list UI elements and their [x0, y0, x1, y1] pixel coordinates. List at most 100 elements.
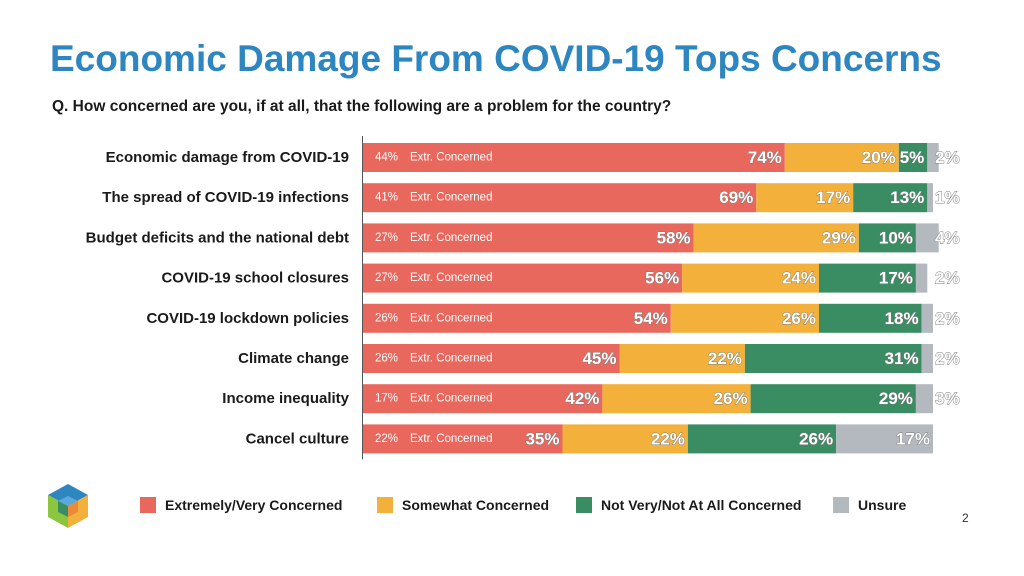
chart-title: Economic Damage From COVID-19 Tops Conce…	[50, 38, 942, 79]
bar-segment	[915, 263, 928, 293]
data-label: 2%	[935, 309, 960, 328]
extremely-concerned-value: 41%	[375, 192, 398, 204]
extremely-concerned-label: Extr. Concerned	[410, 232, 492, 244]
bar-segment	[363, 424, 563, 454]
category-label: COVID-19 school closures	[161, 270, 349, 287]
data-label: 17%	[816, 188, 850, 207]
category-label: Budget deficits and the national debt	[86, 229, 349, 246]
bar-segment	[363, 303, 671, 333]
extremely-concerned-value: 17%	[375, 393, 398, 405]
bar-segment	[682, 263, 819, 293]
legend-item-somewhat-concerned: Somewhat Concerned	[377, 497, 549, 513]
legend-swatch	[576, 497, 592, 513]
extremely-concerned-label: Extr. Concerned	[410, 353, 492, 365]
bar-segment	[784, 143, 899, 172]
bar-segment	[670, 303, 819, 333]
bar-segment	[619, 344, 745, 373]
data-label: 10%	[879, 228, 913, 247]
bar-segment	[927, 183, 933, 213]
page-number: 2	[962, 511, 969, 525]
extremely-concerned-label: Extr. Concerned	[410, 433, 492, 445]
category-label: Income inequality	[222, 390, 349, 407]
data-label: 42%	[565, 389, 599, 408]
data-label: 2%	[935, 349, 960, 368]
survey-question: Q. How concerned are you, if at all, tha…	[52, 98, 672, 115]
bar-segment	[363, 183, 757, 213]
data-label: 3%	[935, 389, 960, 408]
data-label: 56%	[645, 269, 679, 288]
bar-segment	[756, 183, 854, 213]
data-label: 18%	[885, 309, 919, 328]
bar-segment	[363, 384, 603, 414]
legend-item-extremely-concerned: Extremely/Very Concerned	[140, 497, 342, 513]
data-label: 31%	[885, 349, 919, 368]
legend-label: Unsure	[858, 497, 907, 513]
data-label: 2%	[935, 269, 960, 288]
extremely-concerned-value: 44%	[375, 152, 398, 164]
legend-swatch	[833, 497, 849, 513]
data-label: 29%	[879, 389, 913, 408]
data-label: 54%	[634, 309, 668, 328]
data-label: 26%	[714, 389, 748, 408]
data-label: 69%	[719, 188, 753, 207]
data-label: 13%	[890, 188, 924, 207]
bar-segment	[744, 344, 922, 373]
legend-item-not-concerned: Not Very/Not At All Concerned	[576, 497, 801, 513]
extremely-concerned-value: 27%	[375, 232, 398, 244]
cube-logo-icon	[46, 482, 90, 535]
data-label: 45%	[582, 349, 616, 368]
data-label: 24%	[782, 269, 816, 288]
legend-item-unsure: Unsure	[833, 497, 906, 513]
data-label: 29%	[822, 228, 856, 247]
bar-segment	[750, 384, 916, 414]
category-label: The spread of COVID-19 infections	[102, 189, 349, 206]
bar-segment	[687, 424, 837, 454]
bar-segment	[836, 424, 933, 454]
data-label: 4%	[935, 228, 960, 247]
bar-segment	[363, 344, 620, 373]
bar-segment	[363, 143, 785, 172]
extremely-concerned-label: Extr. Concerned	[410, 272, 492, 284]
bar-segment	[858, 223, 916, 253]
extremely-concerned-value: 26%	[375, 312, 398, 324]
data-label: 22%	[651, 429, 685, 448]
category-label: COVID-19 lockdown policies	[146, 310, 349, 327]
extremely-concerned-value: 27%	[375, 272, 398, 284]
extremely-concerned-label: Extr. Concerned	[410, 312, 492, 324]
legend-swatch	[140, 497, 156, 513]
category-label: Economic damage from COVID-19	[106, 149, 349, 166]
bar-segment	[921, 303, 933, 333]
data-label: 1%	[935, 188, 960, 207]
data-label: 5%	[900, 148, 925, 167]
category-label: Cancel culture	[246, 430, 349, 447]
extremely-concerned-value: 22%	[375, 433, 398, 445]
bar-segment	[602, 384, 751, 414]
category-label: Climate change	[238, 350, 349, 367]
data-label: 26%	[782, 309, 816, 328]
data-label: 17%	[896, 429, 930, 448]
legend-swatch	[377, 497, 393, 513]
data-label: 22%	[708, 349, 742, 368]
legend-label: Not Very/Not At All Concerned	[601, 497, 802, 513]
bar-segment	[927, 143, 939, 172]
data-label: 35%	[525, 429, 559, 448]
data-label: 20%	[862, 148, 896, 167]
data-label: 74%	[748, 148, 782, 167]
data-label: 26%	[799, 429, 833, 448]
legend-label: Somewhat Concerned	[402, 497, 550, 513]
bar-segment	[921, 344, 933, 373]
bar-segment	[915, 223, 939, 253]
data-label: 58%	[657, 228, 691, 247]
extremely-concerned-label: Extr. Concerned	[410, 393, 492, 405]
bar-segment	[363, 263, 683, 293]
data-label: 2%	[935, 148, 960, 167]
bar-segment	[693, 223, 859, 253]
bar-segment	[562, 424, 688, 454]
extremely-concerned-label: Extr. Concerned	[410, 192, 492, 204]
bar-segment	[915, 384, 933, 414]
legend-label: Extremely/Very Concerned	[165, 497, 343, 513]
bar-segment	[819, 303, 922, 333]
bar-segment	[363, 223, 694, 253]
extremely-concerned-value: 26%	[375, 353, 398, 365]
